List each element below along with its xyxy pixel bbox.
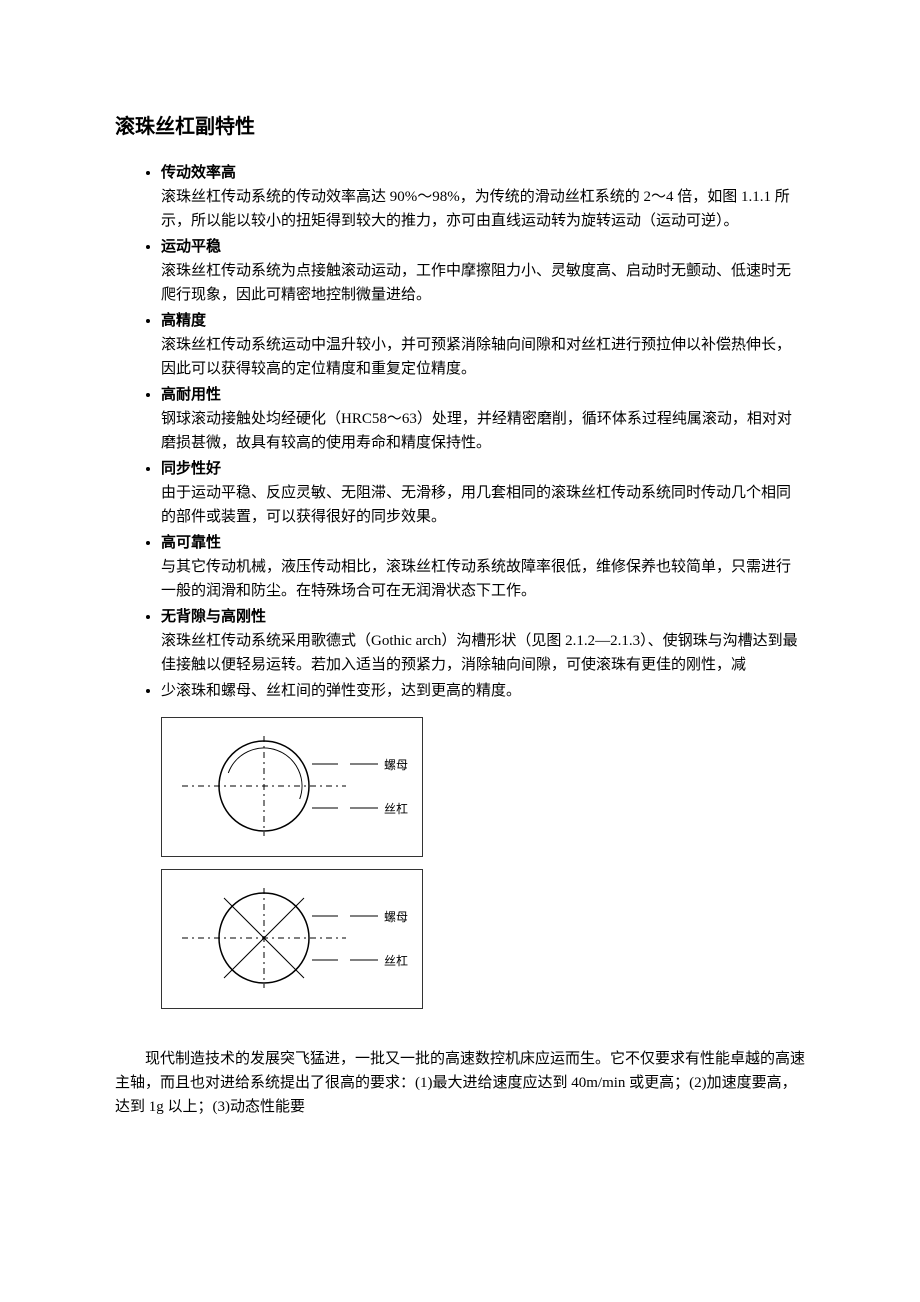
feature-body: 由于运动平稳、反应灵敏、无阻滞、无滑移，用几套相同的滚珠丝杠传动系统同时传动几个… <box>161 481 805 529</box>
feature-heading: 高精度 <box>161 309 805 333</box>
list-item: 少滚珠和螺母、丝杠间的弹性变形，达到更高的精度。 <box>161 679 805 703</box>
feature-heading: 同步性好 <box>161 457 805 481</box>
list-item: 高耐用性 钢球滚动接触处均经硬化（HRC58～63）处理，并经精密磨削，循环体系… <box>161 383 805 455</box>
list-item: 高可靠性 与其它传动机械，液压传动相比，滚珠丝杠传动系统故障率很低，维修保养也较… <box>161 531 805 603</box>
figure-label-screw: 丝杠 <box>384 952 408 969</box>
list-item: 高精度 滚珠丝杠传动系统运动中温升较小，并可预紧消除轴向间隙和对丝杠进行预拉伸以… <box>161 309 805 381</box>
list-item: 运动平稳 滚珠丝杠传动系统为点接触滚动运动，工作中摩擦阻力小、灵敏度高、启动时无… <box>161 235 805 307</box>
feature-body: 少滚珠和螺母、丝杠间的弹性变形，达到更高的精度。 <box>161 679 805 703</box>
feature-body: 滚珠丝杠传动系统的传动效率高达 90%～98%，为传统的滑动丝杠系统的 2～4 … <box>161 185 805 233</box>
feature-body: 与其它传动机械，液压传动相比，滚珠丝杠传动系统故障率很低，维修保养也较简单，只需… <box>161 555 805 603</box>
feature-heading: 无背隙与高刚性 <box>161 605 805 629</box>
feature-body: 滚珠丝杠传动系统采用歌德式（Gothic arch）沟槽形状（见图 2.1.2—… <box>161 629 805 677</box>
feature-list: 传动效率高 滚珠丝杠传动系统的传动效率高达 90%～98%，为传统的滑动丝杠系统… <box>115 161 805 703</box>
list-item: 无背隙与高刚性 滚珠丝杠传动系统采用歌德式（Gothic arch）沟槽形状（见… <box>161 605 805 677</box>
figure-label-nut: 螺母 <box>384 908 408 925</box>
page-title: 滚珠丝杠副特性 <box>115 110 805 139</box>
figure-label-nut: 螺母 <box>384 756 408 773</box>
figure-1: 螺母 丝杠 <box>161 717 423 857</box>
figure-1-svg <box>162 718 422 856</box>
feature-heading: 运动平稳 <box>161 235 805 259</box>
feature-body: 滚珠丝杠传动系统运动中温升较小，并可预紧消除轴向间隙和对丝杠进行预拉伸以补偿热伸… <box>161 333 805 381</box>
feature-body: 滚珠丝杠传动系统为点接触滚动运动，工作中摩擦阻力小、灵敏度高、启动时无颤动、低速… <box>161 259 805 307</box>
figure-2: 螺母 丝杠 <box>161 869 423 1009</box>
feature-heading: 高耐用性 <box>161 383 805 407</box>
feature-body: 钢球滚动接触处均经硬化（HRC58～63）处理，并经精密磨削，循环体系过程纯属滚… <box>161 407 805 455</box>
document-page: 滚珠丝杠副特性 传动效率高 滚珠丝杠传动系统的传动效率高达 90%～98%，为传… <box>0 0 920 1302</box>
figure-label-screw: 丝杠 <box>384 800 408 817</box>
figure-2-svg <box>162 870 422 1008</box>
figure-group: 螺母 丝杠 螺母 丝杠 <box>161 717 805 1009</box>
feature-heading: 传动效率高 <box>161 161 805 185</box>
list-item: 同步性好 由于运动平稳、反应灵敏、无阻滞、无滑移，用几套相同的滚珠丝杠传动系统同… <box>161 457 805 529</box>
closing-paragraph: 现代制造技术的发展突飞猛进，一批又一批的高速数控机床应运而生。它不仅要求有性能卓… <box>115 1047 805 1119</box>
feature-heading: 高可靠性 <box>161 531 805 555</box>
list-item: 传动效率高 滚珠丝杠传动系统的传动效率高达 90%～98%，为传统的滑动丝杠系统… <box>161 161 805 233</box>
